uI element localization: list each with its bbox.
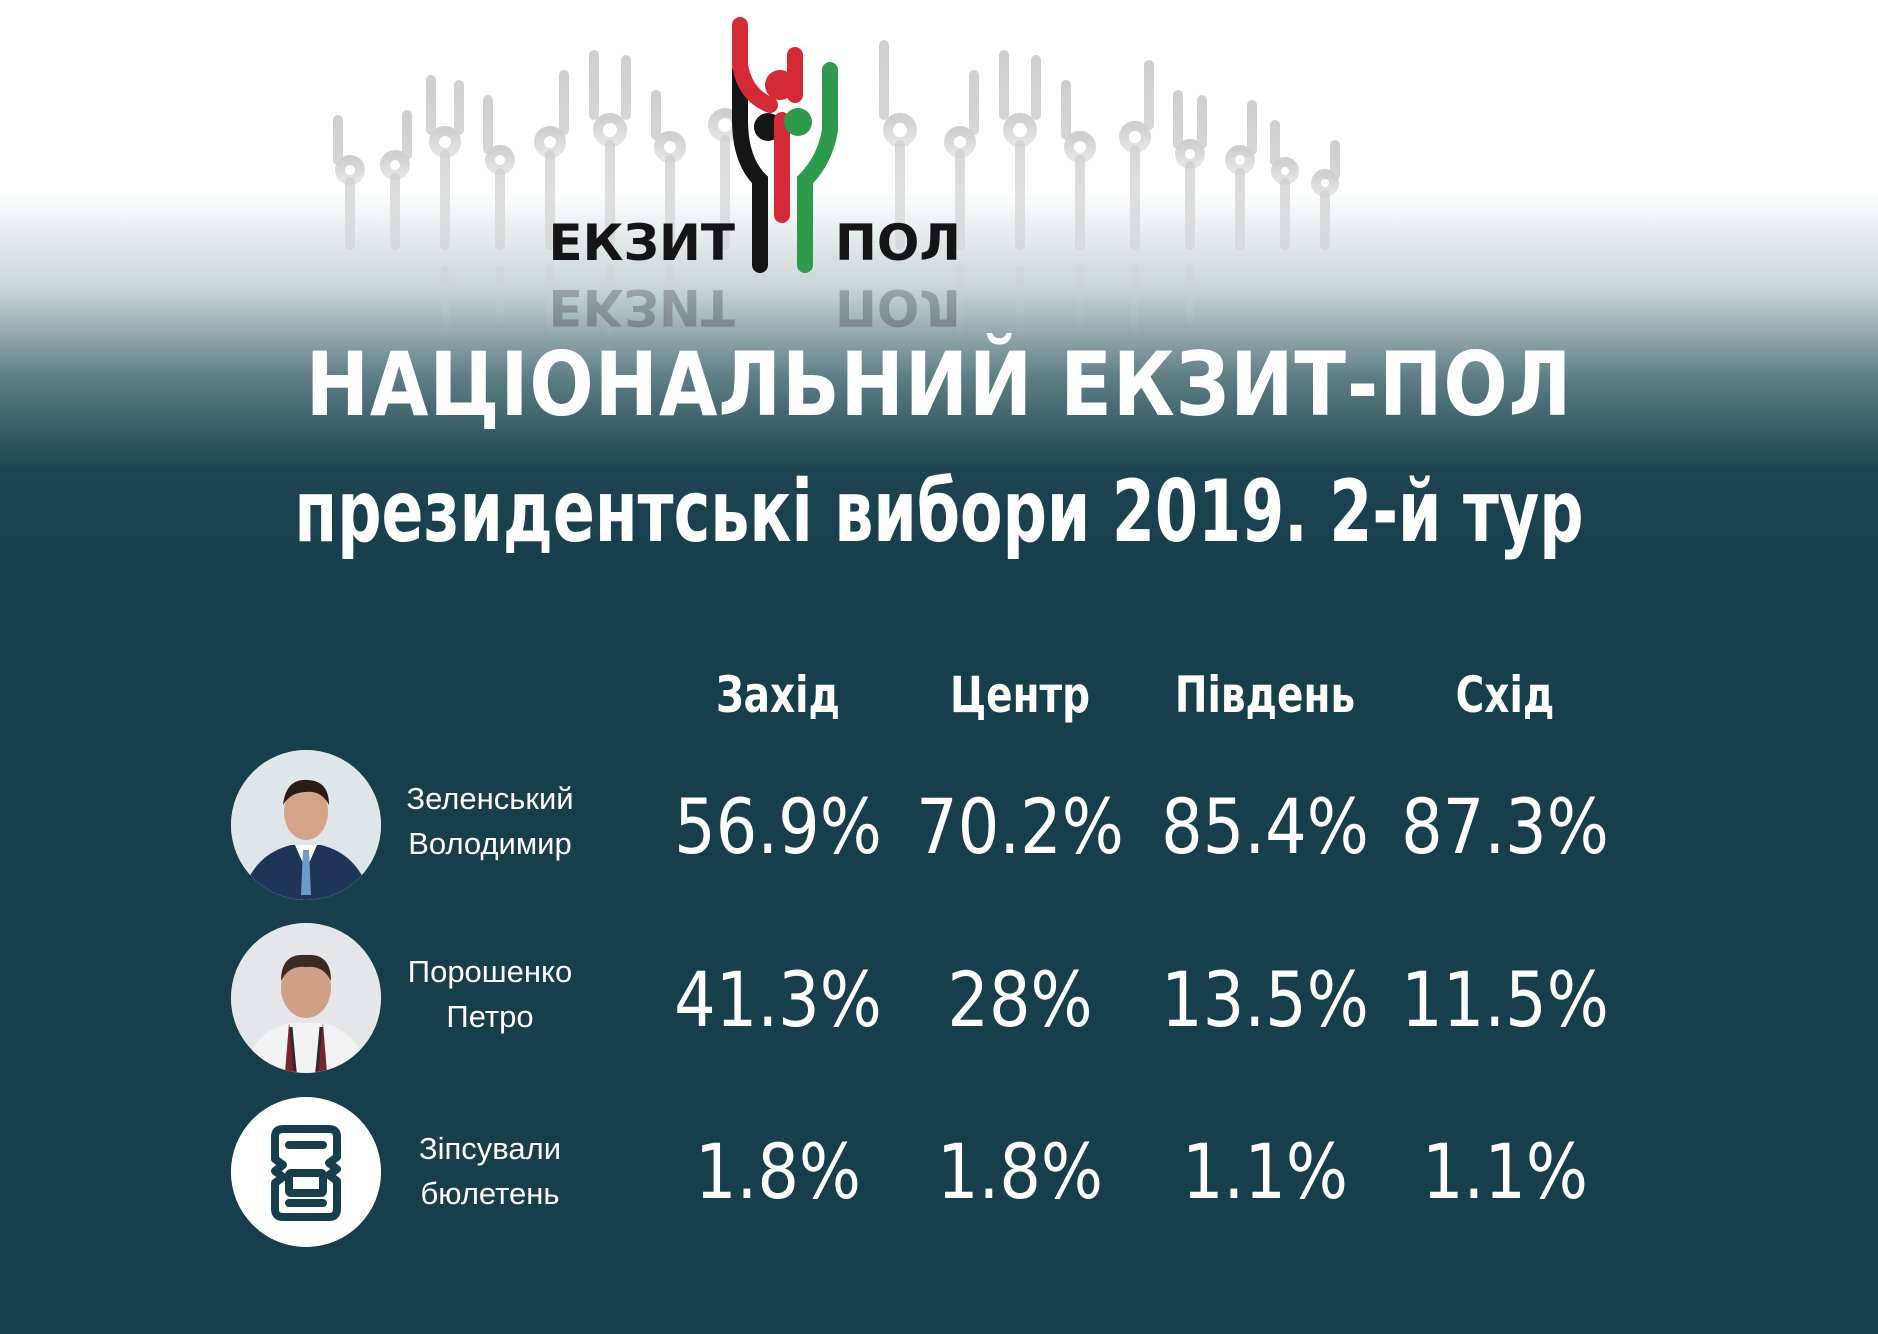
value-poroshenko-east: 11.5% bbox=[1401, 955, 1609, 1044]
value-spoiled-south: 1.1% bbox=[1181, 1127, 1349, 1216]
column-header-east: Схід bbox=[1455, 666, 1555, 724]
poroshenko-photo bbox=[231, 923, 381, 1073]
candidate-name-spoiled-second: бюлетень bbox=[420, 1176, 560, 1211]
value-zelensky-east: 87.3% bbox=[1401, 782, 1609, 871]
value-poroshenko-center: 28% bbox=[947, 955, 1093, 1044]
value-zelensky-south: 85.4% bbox=[1161, 782, 1369, 871]
column-header-west: Захід bbox=[715, 666, 841, 724]
logo-word-left-reflection: ЕКЗИТ bbox=[549, 278, 736, 336]
column-header-south: Південь bbox=[1174, 666, 1356, 724]
red-figure bbox=[732, 17, 803, 223]
value-poroshenko-south: 13.5% bbox=[1161, 955, 1369, 1044]
value-spoiled-west: 1.8% bbox=[694, 1127, 862, 1216]
value-zelensky-center: 70.2% bbox=[916, 782, 1124, 871]
logo-word-left: ЕКЗИТ bbox=[549, 214, 736, 272]
logo-word-right-reflection: ПОЛ bbox=[835, 278, 961, 336]
value-poroshenko-west: 41.3% bbox=[674, 955, 882, 1044]
exit-poll-logo: ЕКЗИТ ПОЛ ЕКЗИТ ПОЛ bbox=[333, 17, 1340, 344]
candidate-name-zelensky-first: Зеленський bbox=[406, 781, 574, 816]
value-spoiled-center: 1.8% bbox=[936, 1127, 1104, 1216]
zelensky-photo bbox=[231, 750, 381, 900]
value-zelensky-west: 56.9% bbox=[674, 782, 882, 871]
value-spoiled-east: 1.1% bbox=[1421, 1127, 1589, 1216]
spoiled-ballot-icon bbox=[231, 1097, 381, 1247]
crowd-silhouettes bbox=[333, 40, 1340, 250]
candidate-name-poroshenko-second: Петро bbox=[446, 999, 534, 1034]
candidate-name-poroshenko-first: Порошенко bbox=[407, 954, 573, 989]
candidate-name-zelensky-second: Володимир bbox=[408, 826, 572, 861]
candidate-name-spoiled-first: Зіпсували bbox=[418, 1131, 562, 1166]
green-figure bbox=[784, 62, 838, 273]
logo-word-right: ПОЛ bbox=[835, 214, 961, 272]
column-header-center: Центр bbox=[949, 666, 1091, 724]
page-subtitle: президентські вибори 2019. 2-й тур bbox=[294, 462, 1584, 562]
page-title: НАЦІОНАЛЬНИЙ ЕКЗИТ-ПОЛ bbox=[305, 333, 1573, 436]
